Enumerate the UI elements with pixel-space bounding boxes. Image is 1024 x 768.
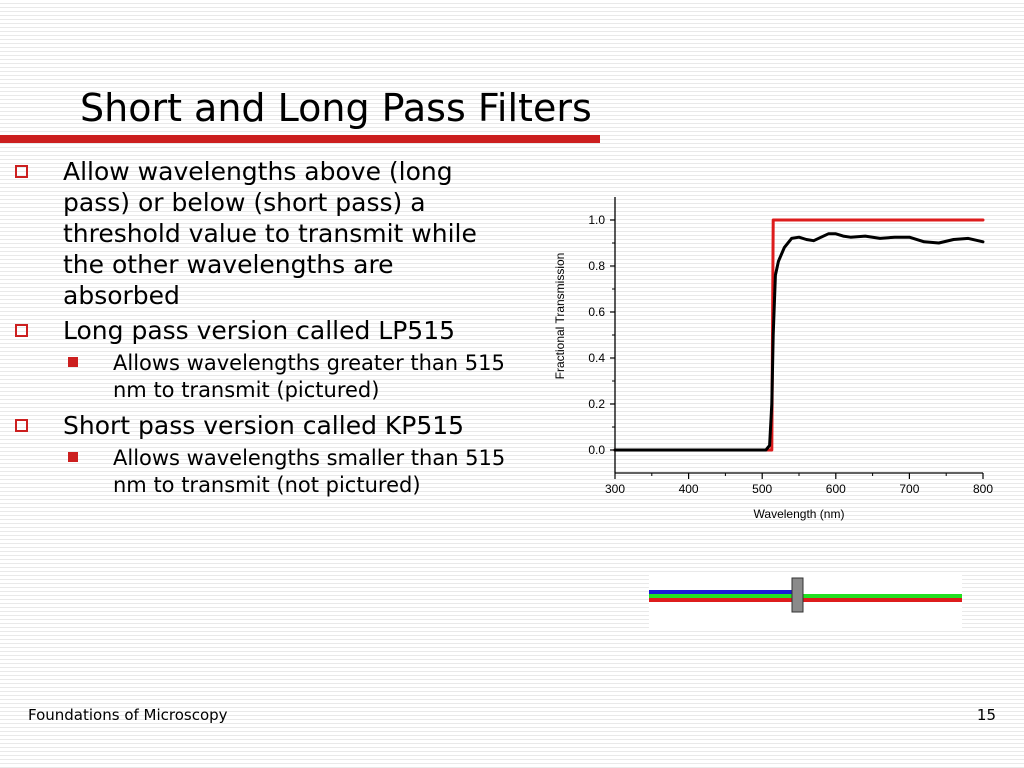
sub-bullet-text: Allows wavelengths greater than 515 nm t… [113,351,505,402]
x-tick-label: 800 [973,482,993,496]
y-tick-label: 0.2 [588,397,605,411]
axis-ticks: 300 400 500 600 700 800 0.0 0.2 0.4 0.6 0.8 1.0 [588,213,993,496]
filled-square-bullet-icon [68,452,78,462]
bullet-text: Short pass version called KP515 [63,411,465,440]
bullet-item: Allow wavelengths above (long pass) or b… [10,156,510,311]
x-tick-label: 400 [679,482,699,496]
chart-series [613,218,985,452]
y-tick-label: 0.0 [588,443,605,457]
bullet-item: Short pass version called KP515 [10,410,510,441]
y-tick-label: 1.0 [588,213,605,227]
hollow-square-bullet-icon [15,324,28,337]
measured-transmission-line [613,232,985,452]
filter-diagram [649,574,962,630]
x-axis-label: Wavelength (nm) [754,507,845,521]
slide-title: Short and Long Pass Filters [80,86,592,130]
y-tick-label: 0.4 [588,351,605,365]
sub-bullet-item: Allows wavelengths smaller than 515 nm t… [10,445,510,499]
title-underline [0,135,600,143]
bullet-item: Long pass version called LP515 [10,315,510,346]
transmission-chart: 300 400 500 600 700 800 0.0 0.2 0.4 0.6 0.8 1.0 Fra… [553,197,993,521]
sub-bullet-text: Allows wavelengths smaller than 515 nm t… [113,446,506,497]
x-tick-label: 300 [605,482,625,496]
y-tick-label: 0.6 [588,305,605,319]
x-tick-label: 500 [752,482,772,496]
page-number: 15 [976,706,996,724]
filter-block [791,577,804,613]
hollow-square-bullet-icon [15,419,28,432]
x-tick-label: 700 [899,482,919,496]
x-tick-label: 600 [826,482,846,496]
bullet-text: Long pass version called LP515 [63,316,456,345]
filled-square-bullet-icon [68,357,78,367]
bullet-text: Allow wavelengths above (long pass) or b… [63,157,477,310]
long-pass-ideal-line [613,218,985,452]
sub-bullet-item: Allows wavelengths greater than 515 nm t… [10,350,510,404]
hollow-square-bullet-icon [15,165,28,178]
y-tick-label: 0.8 [588,259,605,273]
footer-course-name: Foundations of Microscopy [28,706,228,724]
y-axis-label: Fractional Transmission [553,253,567,380]
bullet-list: Allow wavelengths above (long pass) or b… [10,156,510,505]
